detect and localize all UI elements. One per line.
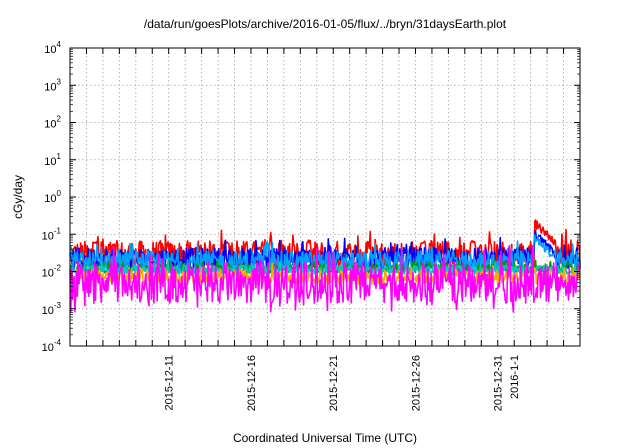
y-tick-label: 101 [44,152,61,168]
y-tick-label: 10-2 [42,264,62,280]
series-layer [69,219,581,313]
x-tick-label: 2015-12-31 [493,355,505,411]
x-tick-labels: 2015-12-11 2015-12-16 2015-12-21 2015-12-26… [164,355,521,411]
x-tick-label: 2015-12-11 [164,355,176,410]
y-tick-label: 10-3 [42,301,62,317]
x-tick-label: 2015-12-16 [246,355,258,411]
x-tick-label: 2015-12-26 [410,355,422,411]
x-tick-label: 2015-12-21 [328,355,340,411]
y-tick-label: 103 [44,77,61,93]
series-line [70,260,581,276]
y-axis-label: cGy/day [11,175,25,219]
y-tick-label: 102 [44,115,61,131]
series-line [69,244,581,313]
x-axis-label: Coordinated Universal Time (UTC) [233,431,417,445]
y-tick-labels: 10-4 10-3 10-2 10-1 100 101 102 103 104 [42,40,62,354]
x-tick-label: 2016-1-1 [509,355,521,399]
y-tick-label: 100 [44,189,61,205]
chart-title: /data/run/goesPlots/archive/2016-01-05/f… [144,17,507,31]
y-tick-label: 10-1 [42,226,62,242]
grid [70,48,580,346]
y-tick-label: 104 [44,40,61,56]
ticks [70,47,580,347]
y-tick-label: 10-4 [42,338,62,354]
